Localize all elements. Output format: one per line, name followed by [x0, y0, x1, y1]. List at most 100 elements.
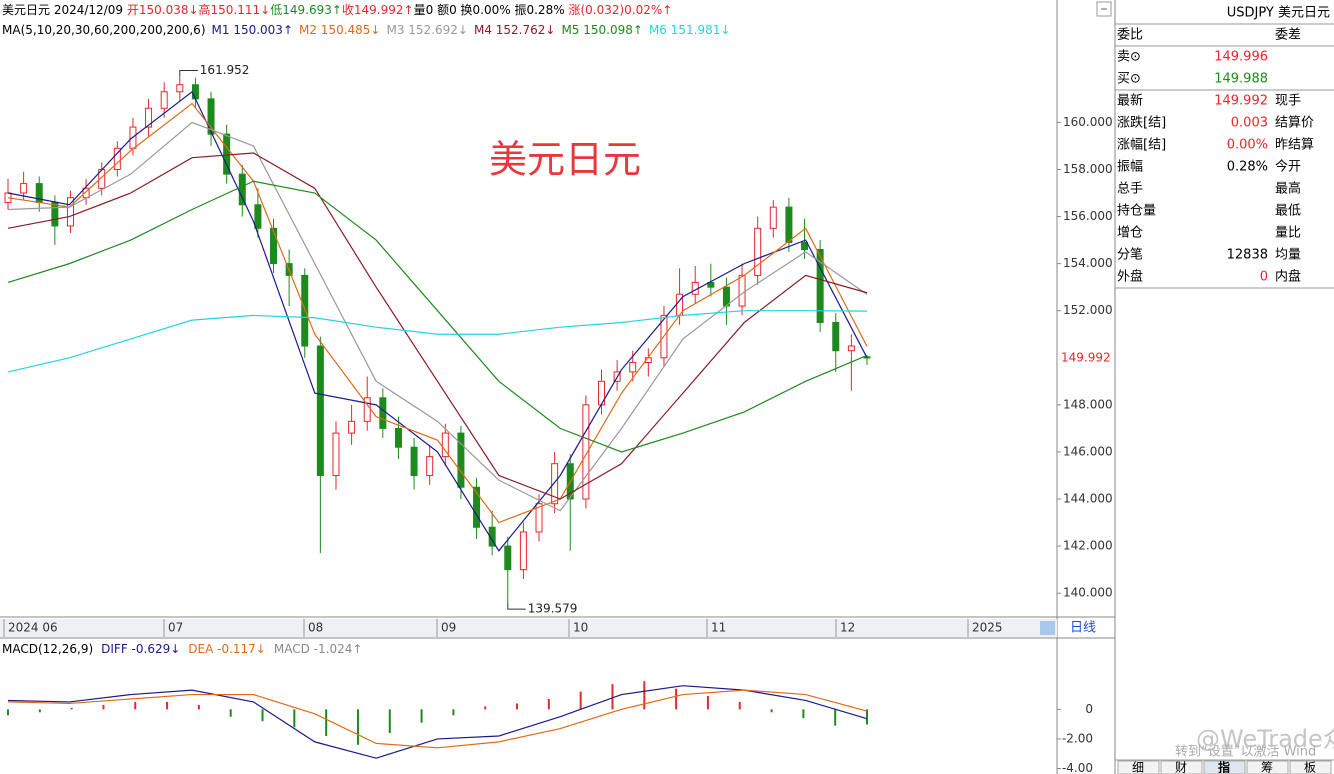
header-item: 2024/12/09 — [54, 3, 123, 17]
candle-body — [535, 503, 543, 533]
panel-label: 今开 — [1275, 159, 1301, 175]
panel-value: 149.988 — [1214, 72, 1268, 87]
dea-line — [7, 689, 868, 749]
candle-body — [191, 84, 199, 100]
date-bar — [0, 619, 1057, 637]
candle-body — [519, 531, 527, 571]
ma-legend-item: M6 151.981↓ — [649, 23, 730, 37]
candle-body — [254, 204, 262, 229]
candle-body — [754, 227, 762, 276]
panel-label: 最新 — [1117, 93, 1143, 109]
candle-body — [66, 197, 74, 227]
candle-body — [348, 420, 356, 434]
macd-legend-item: DIFF -0.629↓ — [101, 642, 180, 656]
date-label: 10 — [573, 621, 588, 635]
candle-body — [457, 432, 465, 488]
ma-line — [7, 180, 868, 453]
panel-value: 0 — [1260, 270, 1268, 285]
panel-label: 振幅 — [1117, 160, 1143, 175]
candle-body — [582, 404, 590, 500]
header-item: 高150.111↓ — [199, 2, 271, 17]
candle-body — [145, 107, 153, 128]
tab[interactable] — [1203, 760, 1246, 774]
scroll-button[interactable] — [1040, 621, 1055, 635]
candle-body — [504, 545, 512, 571]
panel-label: 委比 — [1117, 28, 1143, 43]
period[interactable]: 日线 — [1070, 621, 1096, 636]
header-item: 额0 — [437, 3, 457, 17]
header-item: 涨(0.032)0.02%↑ — [568, 2, 672, 17]
header-item: 开150.038↓ — [127, 3, 199, 17]
y-tick-label: 148.000 — [1063, 397, 1113, 411]
tab[interactable] — [1289, 760, 1332, 774]
panel-label: 最低 — [1275, 204, 1301, 219]
extreme-pointer — [179, 69, 198, 77]
panel-value: 0.00% — [1227, 138, 1268, 153]
panel-value: 12838 — [1227, 248, 1268, 263]
panel-value: 149.996 — [1214, 50, 1268, 65]
panel-label: 均量 — [1275, 248, 1301, 263]
macd-legend-item: MACD -1.024↑ — [274, 642, 363, 656]
panel-label: 内盘 — [1275, 269, 1301, 285]
candle-body — [410, 446, 418, 476]
ma-label: MA(5,10,20,30,60,200,200,200,6) — [2, 23, 206, 37]
macd-legend-item: DEA -0.117↓ — [188, 642, 266, 656]
panel-value: 0.28% — [1227, 160, 1268, 175]
candle-body — [722, 286, 730, 307]
tab-label: 细 — [1132, 761, 1144, 774]
header-item: 收149.992↑ — [342, 3, 414, 17]
candle-body — [51, 201, 59, 227]
y-tick-label: 140.000 — [1063, 586, 1113, 600]
candle-body — [707, 281, 715, 288]
panel-label: 涨幅[结] — [1117, 138, 1166, 153]
candle-body — [379, 397, 387, 429]
date-label: 2025 — [972, 621, 1003, 635]
panel-label: 昨结算 — [1275, 138, 1314, 153]
panel-label: 量比 — [1275, 226, 1301, 241]
candle-body — [394, 427, 402, 448]
panel-label: 最高 — [1275, 181, 1301, 197]
y-tick-label: 156.000 — [1063, 209, 1113, 223]
panel-value: 0.003 — [1231, 116, 1268, 131]
panel-label: 买⊙ — [1117, 72, 1141, 87]
y-tick-label: 158.000 — [1063, 162, 1113, 176]
y-tick-label: -4.00 — [1062, 761, 1093, 774]
candle-body — [207, 98, 215, 135]
header-item: 美元日元 — [2, 3, 50, 17]
date-label: 08 — [308, 621, 323, 635]
ma-line — [7, 152, 868, 500]
tab-label: 指 — [1218, 760, 1230, 774]
candle-body — [847, 345, 855, 352]
ma-line — [7, 102, 868, 524]
diff-line — [7, 685, 868, 759]
macd-label: MACD(12,26,9) — [2, 642, 93, 656]
header-item: 换0.00% — [461, 3, 511, 17]
candle-body — [816, 248, 824, 323]
date-label: 11 — [711, 621, 726, 635]
y-tick-label: 142.000 — [1063, 539, 1113, 553]
panel-label: 委差 — [1275, 28, 1301, 43]
candle-body — [20, 183, 28, 194]
tab[interactable] — [1160, 760, 1203, 774]
tab[interactable] — [1117, 760, 1160, 774]
candle-body — [332, 432, 340, 476]
activation-notice: 转到“设置”以激活 Wind — [1175, 745, 1316, 760]
candle-body — [160, 91, 168, 109]
candle-body — [270, 227, 278, 265]
ma-legend-item: M5 150.098↑ — [561, 23, 642, 37]
tab[interactable] — [1246, 760, 1289, 774]
candle-body — [551, 463, 559, 505]
panel-value: 149.992 — [1214, 94, 1268, 109]
panel-title: USDJPY 美元日元 — [1227, 6, 1330, 21]
last-price: 149.992 — [1061, 350, 1111, 364]
tab-label: 财 — [1175, 761, 1187, 774]
candle-body — [238, 173, 246, 206]
panel-label: 卖⊙ — [1117, 50, 1141, 65]
extreme-pointer — [507, 603, 526, 610]
extreme-label: 161.952 — [200, 63, 250, 77]
tab-label: 板 — [1304, 761, 1316, 774]
ma-legend-item: M4 152.762↓ — [474, 23, 555, 37]
panel-label: 涨跌[结] — [1117, 115, 1166, 131]
candle-body — [629, 361, 637, 373]
